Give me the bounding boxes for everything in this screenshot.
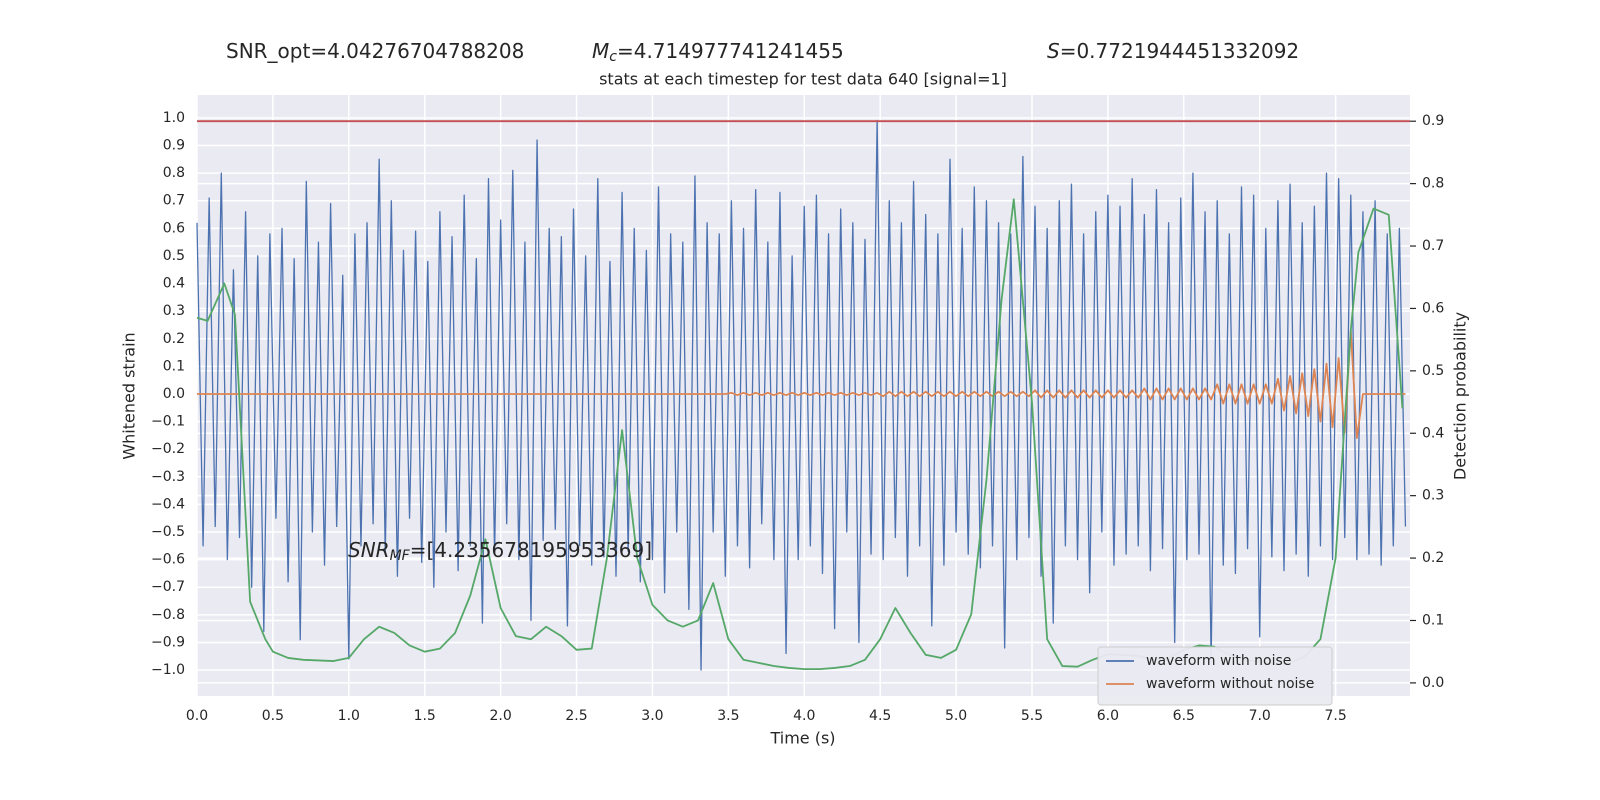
y-tick-label: 0.9 [163,138,185,154]
y-tick-label: −0.9 [151,634,185,650]
x-tick-label: 1.0 [338,708,360,724]
series-line [197,329,1406,440]
chart-title: stats at each timestep for test data 640… [599,70,1007,89]
x-tick-label: 6.0 [1097,708,1119,724]
y2-tick-label: 0.2 [1422,550,1444,566]
y-tick-label: −0.6 [151,552,185,568]
y-tick-label: 0.1 [163,358,185,374]
legend [1097,646,1333,706]
annotation-text: =0.7721944451332092 [1060,39,1299,63]
legend-label: waveform with noise [1146,653,1291,669]
annotation: S=0.7721944451332092 [1047,39,1299,63]
y2-tick-label: 0.0 [1422,675,1444,691]
y-tick-label: −0.7 [151,579,185,595]
y-tick-label: −0.5 [151,524,185,540]
x-tick-label: 0.0 [186,708,208,724]
annotation: Mc=4.714977741241455 [592,39,844,66]
annotation-text: SNR_opt=4.04276704788208 [226,39,524,63]
x-tick-label: 7.5 [1324,708,1346,724]
y-tick-label: −0.3 [151,469,185,485]
y-tick-label: −0.4 [151,496,185,512]
y2-tick-label: 0.4 [1422,425,1444,441]
annotation-symbol: M [592,39,609,63]
y2-tick-label: 0.9 [1422,113,1444,129]
x-tick-label: 2.0 [489,708,511,724]
lines [196,120,1410,671]
x-tick-label: 0.5 [262,708,284,724]
y-tick-label: −0.2 [151,441,185,457]
x-tick-label: 3.5 [717,708,739,724]
x-tick-label: 5.5 [1021,708,1043,724]
y2-tick-label: 0.1 [1422,612,1444,628]
y-tick-label: −0.1 [151,414,185,430]
y-tick-label: 0.5 [163,248,185,264]
x-tick-label: 1.5 [414,708,436,724]
y2-tick-label: 0.7 [1422,238,1444,254]
labels: −1.0 −0.9 −0.8 −0.7 −0.6 −0.5 −0.4 −0.3 −0.2 −0.1… [151,110,1444,724]
x-tick-label: 3.0 [641,708,663,724]
x-tick-label: 2.5 [565,708,587,724]
annotation-symbol: SNR [348,538,390,562]
x-tick-label: 5.0 [945,708,967,724]
y2-tick-label: 0.8 [1422,176,1444,192]
y2-axis-label: Detection probability [1451,312,1470,480]
x-tick-label: 7.0 [1249,708,1271,724]
y-tick-label: 0.7 [163,193,185,209]
series-line [196,120,1407,671]
y-tick-label: 0.4 [163,276,185,292]
annotation-symbol: S [1047,39,1060,63]
y-tick-label: 0.8 [163,165,185,181]
series-line [196,198,1404,671]
annotation-subscript: c [609,49,617,65]
annotation-text: =[4.235678195953369] [410,538,652,562]
y-tick-label: 0.6 [163,220,185,236]
y2-tick-label: 0.5 [1422,363,1444,379]
y-tick-label: 1.0 [163,110,185,126]
y2-tick-label: 0.3 [1422,488,1444,504]
x-tick-label: 4.0 [793,708,815,724]
annotation-text: =4.714977741241455 [617,39,844,63]
x-tick-label: 4.5 [869,708,891,724]
y-axis-label: Whitened strain [120,332,139,459]
y-tick-label: −1.0 [151,662,185,678]
annotation-subscript: MF [390,548,411,564]
x-tick-label: 6.5 [1173,708,1195,724]
annotation: SNRMF=[4.235678195953369] [348,538,652,565]
legend-label: waveform without noise [1146,676,1314,692]
x-axis-label: Time (s) [769,729,835,748]
annotation: SNR_opt=4.04276704788208 [226,39,524,63]
y-tick-label: 0.3 [163,303,185,319]
y-tick-label: −0.8 [151,607,185,623]
y2-tick-label: 0.6 [1422,300,1444,316]
y-tick-label: 0.2 [163,331,185,347]
y-tick-label: 0.0 [163,386,185,402]
